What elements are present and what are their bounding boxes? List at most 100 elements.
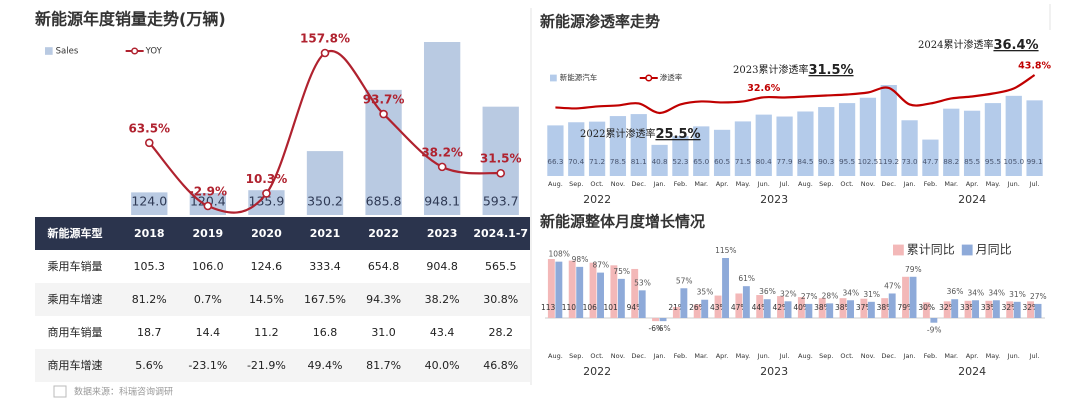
bar <box>659 318 667 322</box>
x-tick-label: Jun. <box>1007 352 1020 360</box>
x-tick-label: Apr. <box>716 180 729 188</box>
bar-value-label: 52.3 <box>672 157 688 166</box>
bar <box>1013 301 1021 318</box>
bar-value-label: 105.0 <box>1003 157 1024 166</box>
line-value-label: 10.3% <box>246 172 288 186</box>
bar-value-label: -6% <box>649 324 664 333</box>
table-row-label: 乘用车销量 <box>48 259 103 273</box>
chart-title: 新能源渗透率走势 <box>540 13 660 31</box>
line-value-label: 93.7% <box>363 93 405 107</box>
bar-value-label: 115% <box>715 246 736 255</box>
line <box>555 74 1036 115</box>
bar-value-label: 35% <box>697 288 714 297</box>
legend-swatch <box>45 47 53 55</box>
table-cell: 105.3 <box>134 260 166 273</box>
bar <box>482 106 519 215</box>
bar <box>742 286 750 318</box>
bar <box>609 116 627 176</box>
bar-value-label: 593.7 <box>483 194 519 209</box>
bar <box>805 303 813 318</box>
bar <box>984 103 1002 176</box>
bar-value-label: 28% <box>822 291 839 300</box>
x-tick-label: Apr. <box>716 352 729 360</box>
x-tick-label: Jun. <box>757 352 770 360</box>
bar-value-label: 77.9 <box>777 157 793 166</box>
table-cell: 11.2 <box>254 326 279 339</box>
line-value-label: 43.8% <box>1018 61 1051 72</box>
legend-label: 月同比 <box>976 243 1012 257</box>
x-tick-label: Dec. <box>631 352 646 360</box>
legend-label: Sales <box>56 47 79 57</box>
bar-value-label: 73.0 <box>902 157 918 166</box>
bar-value-label: 65.0 <box>693 157 709 166</box>
x-tick-label: Dec. <box>881 180 896 188</box>
bar <box>756 295 764 318</box>
bar-value-label: 119.2 <box>878 157 899 166</box>
bar <box>972 300 979 318</box>
source: 数据来源：科瑞咨询调研 <box>74 386 173 398</box>
x-tick-label: Feb. <box>674 180 688 188</box>
bar <box>784 301 792 318</box>
line-marker <box>437 162 447 172</box>
bar-value-label: 40.8 <box>652 157 668 166</box>
bar-value-label: -6% <box>656 324 671 333</box>
x-tick-label: Jul. <box>779 352 790 360</box>
table-cell: 106.0 <box>192 260 224 273</box>
table-cell: 5.6% <box>135 359 163 372</box>
bar <box>547 259 555 318</box>
x-tick-label: Sep. <box>819 352 833 360</box>
x-tick-label: Jul. <box>1029 352 1040 360</box>
bar-value-label: 94% <box>627 303 644 312</box>
legend-label: 渗透率 <box>660 72 683 82</box>
bar-value-label: 47% <box>884 281 901 290</box>
table-cell: 565.5 <box>485 260 517 273</box>
table-cell: 14.5% <box>249 293 284 306</box>
bar <box>881 298 889 318</box>
x-tick-label: Jan. <box>903 352 916 360</box>
table-row-label: 乘用车增速 <box>48 292 103 306</box>
bar-value-label: 40% <box>793 303 810 312</box>
annotation: 2023累计渗透率31.5% <box>733 63 854 78</box>
bar <box>826 303 834 318</box>
table-cell: 31.0 <box>371 326 396 339</box>
bar-value-label: 31% <box>863 290 880 299</box>
bar <box>672 136 689 176</box>
legend-label: YOY <box>145 47 163 57</box>
legend-swatch <box>550 74 557 82</box>
bar-value-label: 102.5 <box>858 157 879 166</box>
bar-value-label: 113% <box>541 303 562 312</box>
bar-value-label: 120.4 <box>190 194 226 209</box>
table-cell: 904.8 <box>426 260 458 273</box>
bar-value-label: 85.5 <box>964 157 980 166</box>
table-row-label: 商用车销量 <box>48 325 103 339</box>
x-tick-label: Mar. <box>694 352 708 360</box>
bar <box>713 129 731 176</box>
annotation: 2024累计渗透率36.4% <box>918 38 1039 53</box>
table-cell: -23.1% <box>188 359 227 372</box>
bar-value-label: 79% <box>905 265 922 274</box>
annotation-value: 31.5% <box>808 63 853 78</box>
bar-value-label: 47.7 <box>922 157 938 166</box>
table-cell: 81.2% <box>132 293 167 306</box>
line-marker <box>144 138 154 148</box>
bar <box>568 260 576 318</box>
bar <box>909 276 917 318</box>
chart-title: 新能源整体月度增长情况 <box>540 213 705 231</box>
x-tick-label: Apr. <box>966 352 979 360</box>
bar-value-label: 61% <box>738 274 755 283</box>
table-cell: 18.7 <box>137 326 162 339</box>
bar <box>951 299 959 318</box>
bar <box>651 144 668 176</box>
line-marker <box>320 48 330 58</box>
bar-value-label: 38% <box>877 303 894 312</box>
table-cell: 28.2 <box>488 326 513 339</box>
bar <box>901 120 918 176</box>
chart-title: 新能源年度销量走势(万辆) <box>35 10 226 29</box>
table-cell: 30.8% <box>483 293 518 306</box>
x-tick-label: Jan. <box>653 352 666 360</box>
x-tick-label: Jun. <box>1007 180 1020 188</box>
table-cell: 654.8 <box>368 260 400 273</box>
bar <box>964 300 972 318</box>
bar-value-label: 38% <box>814 303 831 312</box>
bar-value-label: 32% <box>1022 303 1039 312</box>
